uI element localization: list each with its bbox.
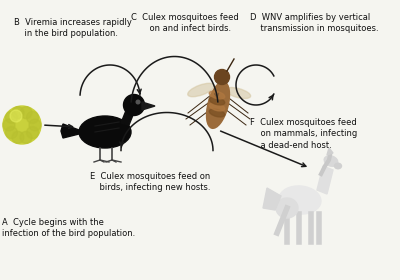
Text: F  Culex mosquitoes feed
    on mammals, infecting
    a dead-end host.: F Culex mosquitoes feed on mammals, infe… (250, 118, 357, 150)
Ellipse shape (209, 97, 225, 105)
Circle shape (136, 100, 140, 104)
Circle shape (26, 127, 38, 139)
Circle shape (6, 127, 18, 139)
Polygon shape (317, 166, 333, 194)
Circle shape (12, 107, 24, 119)
Circle shape (3, 119, 15, 131)
Ellipse shape (225, 88, 251, 99)
Ellipse shape (188, 83, 214, 97)
Polygon shape (121, 108, 135, 125)
Circle shape (3, 106, 41, 144)
Ellipse shape (334, 163, 342, 169)
Ellipse shape (209, 109, 225, 117)
Ellipse shape (79, 116, 131, 148)
Ellipse shape (206, 82, 230, 128)
Ellipse shape (209, 103, 225, 111)
Text: E  Culex mosquitoes feed on
    birds, infecting new hosts.: E Culex mosquitoes feed on birds, infect… (89, 172, 211, 192)
Circle shape (20, 107, 32, 119)
Polygon shape (61, 124, 79, 138)
Circle shape (214, 69, 230, 85)
Text: D  WNV amplifies by vertical
    transmission in mosquitoes.: D WNV amplifies by vertical transmission… (250, 13, 379, 33)
Polygon shape (327, 148, 333, 155)
Circle shape (26, 111, 38, 123)
Ellipse shape (279, 186, 321, 214)
Circle shape (6, 111, 18, 123)
Ellipse shape (209, 91, 225, 99)
Ellipse shape (324, 156, 338, 166)
Circle shape (10, 110, 22, 122)
Circle shape (20, 131, 32, 143)
Ellipse shape (276, 198, 298, 218)
Circle shape (12, 131, 24, 143)
Circle shape (124, 95, 144, 115)
Polygon shape (263, 188, 281, 210)
Polygon shape (142, 102, 155, 110)
Text: B  Viremia increases rapidly
    in the bird population.: B Viremia increases rapidly in the bird … (14, 18, 132, 38)
Circle shape (29, 119, 41, 131)
Text: A  Cycle begins with the
infection of the bird population.: A Cycle begins with the infection of the… (2, 218, 135, 239)
Text: C  Culex mosquitoes feed
    on and infect birds.: C Culex mosquitoes feed on and infect bi… (131, 13, 239, 33)
